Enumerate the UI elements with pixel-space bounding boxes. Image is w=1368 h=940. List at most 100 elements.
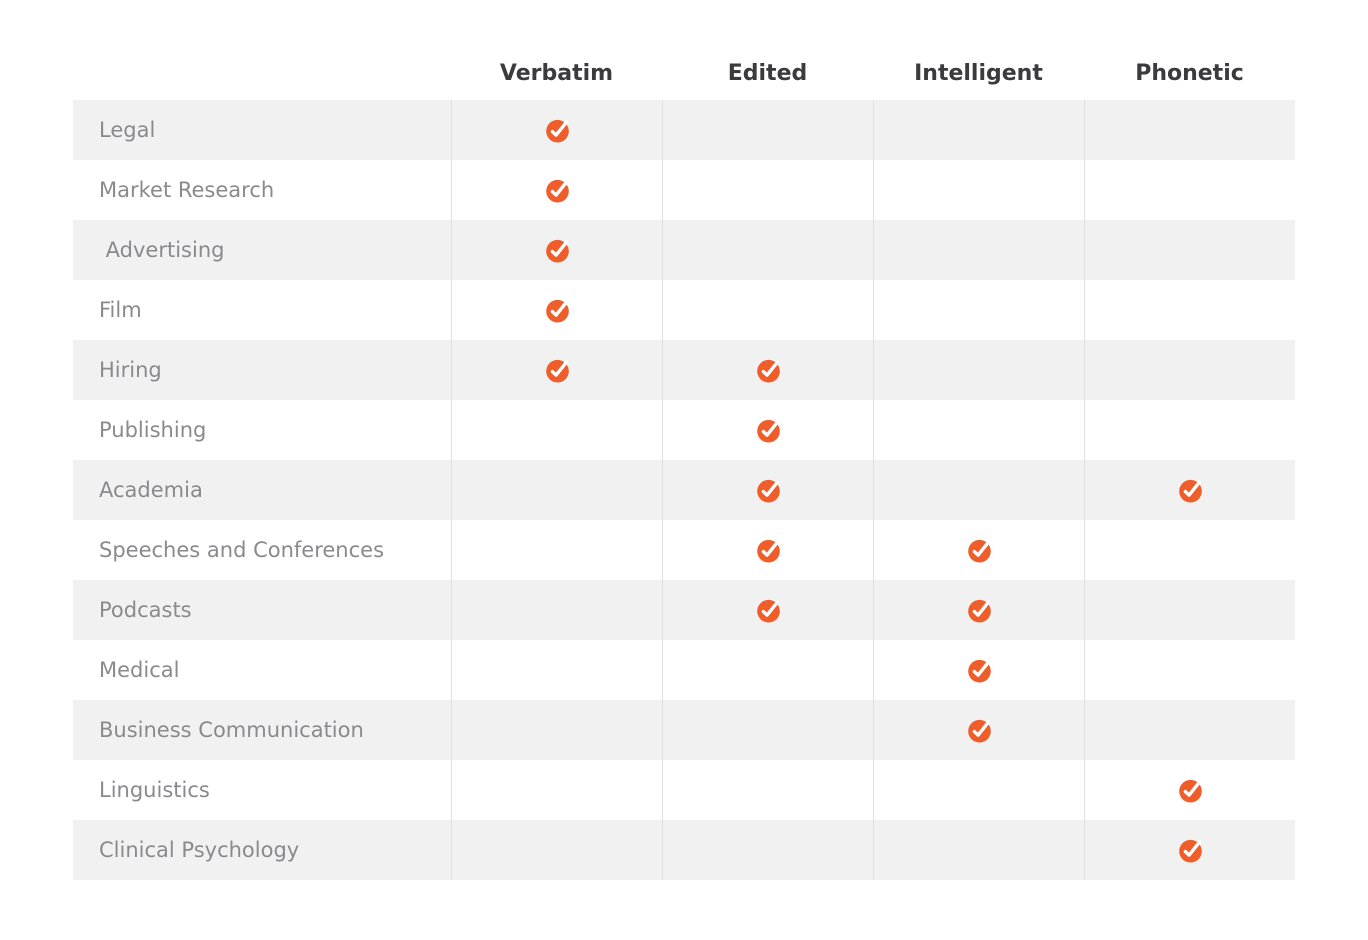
table-row: Clinical Psychology xyxy=(73,820,1295,880)
transcription-styles-table: Verbatim Edited Intelligent Phonetic Leg… xyxy=(73,46,1295,880)
table-cell xyxy=(451,280,662,340)
table-cell xyxy=(873,640,1084,700)
check-circle-icon xyxy=(1178,779,1202,802)
table-cell xyxy=(662,760,873,820)
table-cell xyxy=(451,460,662,520)
check-circle-icon xyxy=(967,599,991,622)
table-cell xyxy=(662,520,873,580)
table-row: Market Research xyxy=(73,160,1295,220)
table-cell xyxy=(662,820,873,880)
table-cell xyxy=(1084,820,1295,880)
table-row: Podcasts xyxy=(73,580,1295,640)
column-header-verbatim: Verbatim xyxy=(499,60,614,86)
check-circle-icon xyxy=(1178,479,1202,502)
table-row: Hiring xyxy=(73,340,1295,400)
table-row: Legal xyxy=(73,100,1295,160)
table-cell xyxy=(873,700,1084,760)
check-circle-icon xyxy=(967,659,991,682)
table-row: Medical xyxy=(73,640,1295,700)
check-circle-icon xyxy=(545,119,569,142)
table-cell xyxy=(1084,280,1295,340)
row-label: Speeches and Conferences xyxy=(99,538,385,562)
table-cell xyxy=(873,400,1084,460)
table-cell xyxy=(1084,220,1295,280)
row-label: Legal xyxy=(99,118,156,142)
table-cell xyxy=(1084,400,1295,460)
table-cell xyxy=(662,280,873,340)
table-cell xyxy=(873,340,1084,400)
table-cell xyxy=(1084,580,1295,640)
check-circle-icon xyxy=(756,539,780,562)
table-cell xyxy=(873,580,1084,640)
row-label: Hiring xyxy=(99,358,162,382)
check-circle-icon xyxy=(545,299,569,322)
table-cell xyxy=(1084,760,1295,820)
row-label: Advertising xyxy=(99,238,225,262)
table-row: Linguistics xyxy=(73,760,1295,820)
table-header-row: Verbatim Edited Intelligent Phonetic xyxy=(73,46,1295,100)
row-label: Medical xyxy=(99,658,180,682)
check-circle-icon xyxy=(545,359,569,382)
table-cell xyxy=(662,640,873,700)
table-cell xyxy=(873,460,1084,520)
table-row: Speeches and Conferences xyxy=(73,520,1295,580)
table-cell xyxy=(873,760,1084,820)
table-cell xyxy=(451,820,662,880)
row-label: Podcasts xyxy=(99,598,192,622)
table-cell xyxy=(451,340,662,400)
table-cell xyxy=(451,160,662,220)
table-cell xyxy=(451,220,662,280)
table-cell xyxy=(662,400,873,460)
table-row: Business Communication xyxy=(73,700,1295,760)
table-cell xyxy=(873,160,1084,220)
table-cell xyxy=(873,520,1084,580)
table-cell xyxy=(1084,520,1295,580)
row-label: Linguistics xyxy=(99,778,210,802)
table-cell xyxy=(451,700,662,760)
row-label: Clinical Psychology xyxy=(99,838,300,862)
table-cell xyxy=(662,700,873,760)
column-header-edited: Edited xyxy=(727,60,808,86)
table-cell xyxy=(873,220,1084,280)
table-cell xyxy=(873,280,1084,340)
check-circle-icon xyxy=(967,539,991,562)
table-cell xyxy=(1084,160,1295,220)
check-circle-icon xyxy=(756,599,780,622)
row-label: Academia xyxy=(99,478,203,502)
check-circle-icon xyxy=(756,419,780,442)
table-cell xyxy=(451,640,662,700)
table-row: Publishing xyxy=(73,400,1295,460)
table-cell xyxy=(451,580,662,640)
table-cell xyxy=(662,340,873,400)
row-label: Market Research xyxy=(99,178,275,202)
table-row: Film xyxy=(73,280,1295,340)
table-cell xyxy=(451,100,662,160)
check-circle-icon xyxy=(756,359,780,382)
table-cell xyxy=(662,160,873,220)
table-cell xyxy=(662,100,873,160)
table-cell xyxy=(451,760,662,820)
table-body: Legal Market Research Advertising Film xyxy=(73,100,1295,880)
column-header-intelligent: Intelligent xyxy=(914,60,1043,86)
table-cell xyxy=(873,820,1084,880)
table-cell xyxy=(662,580,873,640)
table-cell xyxy=(873,100,1084,160)
check-circle-icon xyxy=(1178,839,1202,862)
row-label: Business Communication xyxy=(99,718,364,742)
row-label: Film xyxy=(99,298,142,322)
table-cell xyxy=(1084,700,1295,760)
table-cell xyxy=(1084,340,1295,400)
table-cell xyxy=(1084,100,1295,160)
table-row: Academia xyxy=(73,460,1295,520)
column-header-phonetic: Phonetic xyxy=(1135,60,1244,86)
table-cell xyxy=(1084,460,1295,520)
check-circle-icon xyxy=(545,179,569,202)
table-cell xyxy=(451,520,662,580)
table-row: Advertising xyxy=(73,220,1295,280)
table-cell xyxy=(1084,640,1295,700)
check-circle-icon xyxy=(967,719,991,742)
table-cell xyxy=(662,460,873,520)
check-circle-icon xyxy=(545,239,569,262)
check-circle-icon xyxy=(756,479,780,502)
table-cell xyxy=(451,400,662,460)
